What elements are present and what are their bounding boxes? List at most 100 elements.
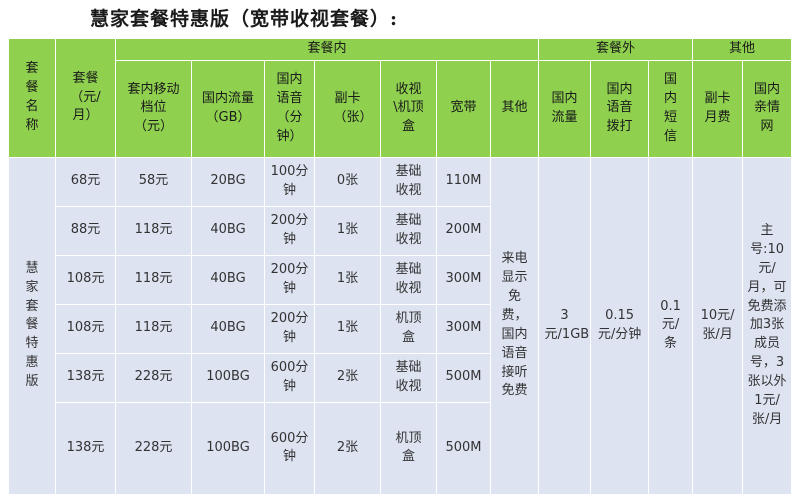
cell-tv-box-text: 机顶盒: [395, 311, 422, 345]
column-header-row: 套内移动档位（元） 国内流量（GB） 国内语音（分钟） 副卡（张） 收视\机顶盒…: [9, 59, 793, 158]
cell-mobile-tier: 58元: [115, 156, 192, 207]
cell-domestic-voice: 200分钟: [264, 254, 315, 305]
plan-name-cell-text: 慧家套餐特惠版: [25, 260, 39, 389]
table-row: 138元 228元 100BG 600分钟 2张 基础收视 500M: [9, 352, 792, 403]
header-tv-box: 收视\机顶盒: [380, 59, 437, 158]
cell-plan-fee: 138元: [55, 401, 116, 495]
cell-plan-fee: 108元: [55, 303, 116, 354]
cell-mobile-tier-text: 58元: [138, 173, 169, 189]
cell-domestic-data: 100BG: [191, 401, 265, 495]
cell-domestic-voice: 200分钟: [264, 205, 315, 256]
header-plan-fee: 套餐（元/月）: [55, 38, 116, 158]
cell-broadband: 300M: [436, 254, 491, 305]
cell-out-data: 3元/1GB: [538, 156, 592, 495]
cell-sub-card-text: 1张: [336, 222, 359, 238]
header-broadband: 宽带: [436, 59, 491, 158]
cell-out-sms-text: 0.1元/条: [660, 298, 681, 352]
cell-tv-box-text: 基础收视: [395, 164, 422, 198]
cell-sub-card-text: 2张: [336, 369, 359, 385]
table-row: 慧家套餐特惠版 68元 58元 20BG 100分钟 0张 基础收视 110M 来电显示免费，国…: [8, 156, 793, 495]
group-header-outer: 套餐外: [538, 38, 694, 61]
header-inner-other: 其他: [489, 59, 540, 158]
plan-name-cell: 慧家套餐特惠版: [8, 156, 56, 495]
cell-plan-fee: 88元: [55, 205, 116, 256]
cell-plan-fee-text: 138元: [66, 369, 105, 385]
cell-broadband: 300M: [436, 303, 491, 354]
cell-domestic-data: 100BG: [191, 352, 265, 403]
cell-sub-fee-text: 10元/张/月: [700, 308, 735, 342]
cell-domestic-data-text: 100BG: [206, 439, 250, 455]
cell-broadband-text: 200M: [445, 222, 482, 238]
cell-plan-fee: 108元: [55, 254, 116, 305]
group-header-other: 其他: [692, 38, 793, 61]
cell-broadband: 500M: [436, 352, 491, 403]
cell-tv-box-text: 基础收视: [395, 262, 422, 296]
cell-out-sms: 0.1元/条: [648, 156, 694, 495]
cell-tv-box-text: 基础收视: [395, 213, 422, 247]
cell-sub-card: 1张: [314, 254, 381, 305]
cell-out-data-text: 3元/1GB: [544, 308, 590, 342]
cell-mobile-tier: 228元: [115, 352, 192, 403]
cell-domestic-data-text: 100BG: [206, 369, 250, 385]
group-header-inner: 套餐内: [114, 38, 540, 61]
cell-tv-box-text: 机顶盒: [395, 430, 422, 465]
table-row: 108元 118元 40BG 200分钟 1张 机顶盒 300M: [9, 303, 792, 354]
cell-tv-box: 机顶盒: [380, 303, 437, 354]
cell-broadband: 500M: [436, 401, 491, 495]
header-plan-name: 套餐名称: [8, 38, 56, 158]
cell-tv-box: 基础收视: [380, 254, 437, 305]
header-sub-fee: 副卡月费: [692, 59, 744, 158]
page-title: 慧家套餐特惠版（宽带收视套餐）:: [90, 8, 399, 30]
header-out-data: 国内流量: [538, 59, 592, 158]
cell-domestic-voice-text: 200分钟: [270, 213, 309, 247]
cell-sub-card: 2张: [314, 401, 381, 495]
cell-mobile-tier-text: 118元: [134, 271, 173, 287]
table-row: 88元 118元 40BG 200分钟 1张 基础收视 200M: [9, 205, 792, 256]
cell-tv-box: 基础收视: [380, 156, 437, 207]
cell-mobile-tier: 118元: [115, 205, 192, 256]
cell-plan-fee: 138元: [55, 352, 116, 403]
cell-sub-card-text: 1张: [336, 271, 359, 287]
cell-mobile-tier: 228元: [115, 401, 192, 495]
cell-plan-fee-text: 68元: [70, 173, 101, 189]
cell-out-voice: 0.15元/分钟: [590, 156, 650, 495]
cell-family-net: 主号:10元/月，可免费添加3张成员号，3张以外1元/张/月: [742, 156, 793, 495]
cell-tv-box: 基础收视: [380, 205, 437, 256]
cell-family-net-text: 主号:10元/月，可免费添加3张成员号，3张以外1元/张/月: [747, 223, 787, 427]
cell-broadband-text: 110M: [445, 173, 482, 189]
header-out-voice: 国内语音拨打: [590, 59, 650, 158]
cell-plan-fee-text: 108元: [66, 271, 105, 287]
cell-domestic-voice-text: 200分钟: [270, 262, 309, 296]
cell-mobile-tier-text: 228元: [134, 439, 173, 455]
plan-table: 套餐名称 套餐（元/月） 套餐内 套餐外 其他 套内移动档位（元） 国内流量（G…: [8, 38, 793, 495]
cell-domestic-voice: 100分钟: [264, 156, 315, 207]
header-sub-card: 副卡（张）: [314, 59, 381, 158]
cell-sub-card: 1张: [314, 303, 381, 354]
cell-broadband: 200M: [436, 205, 491, 256]
cell-domestic-voice-text: 600分钟: [270, 430, 309, 465]
cell-domestic-data-text: 40BG: [210, 271, 246, 287]
cell-broadband-text: 500M: [445, 369, 482, 385]
cell-tv-box: 机顶盒: [380, 401, 437, 495]
cell-inner-other-text: 来电显示免费，国内语音接听免费: [501, 251, 528, 399]
cell-broadband-text: 300M: [445, 320, 482, 336]
header-domestic-data: 国内流量（GB）: [191, 59, 265, 158]
header-out-sms: 国内短信: [648, 59, 694, 158]
cell-plan-fee-text: 108元: [66, 320, 105, 336]
cell-domestic-voice: 600分钟: [264, 352, 315, 403]
cell-sub-card: 2张: [314, 352, 381, 403]
cell-broadband-text: 500M: [445, 439, 482, 455]
cell-tv-box-text: 基础收视: [395, 360, 422, 394]
group-header-row: 套餐名称 套餐（元/月） 套餐内 套餐外 其他: [8, 38, 793, 158]
cell-domestic-data-text: 40BG: [210, 320, 246, 336]
table-row: 108元 118元 40BG 200分钟 1张 基础收视 300M: [9, 254, 792, 305]
header-mobile-tier: 套内移动档位（元）: [115, 59, 192, 158]
cell-domestic-voice-text: 200分钟: [270, 311, 309, 345]
header-domestic-voice: 国内语音（分钟）: [264, 59, 315, 158]
cell-mobile-tier: 118元: [115, 303, 192, 354]
cell-plan-fee-text: 138元: [66, 439, 105, 455]
cell-out-voice-text: 0.15元/分钟: [597, 308, 642, 342]
cell-tv-box: 基础收视: [380, 352, 437, 403]
cell-sub-fee: 10元/张/月: [692, 156, 744, 495]
cell-inner-other: 来电显示免费，国内语音接听免费: [489, 156, 540, 495]
